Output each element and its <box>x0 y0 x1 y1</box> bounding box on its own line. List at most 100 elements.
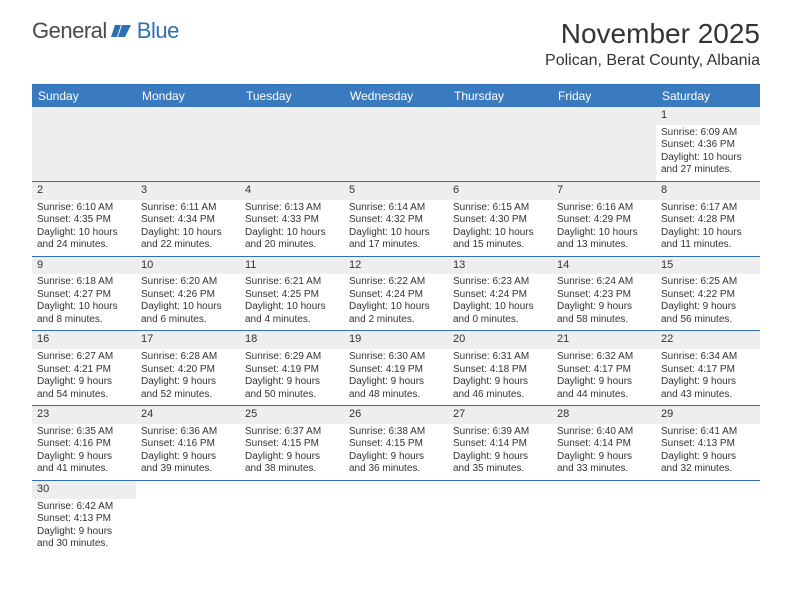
day-number: 18 <box>240 331 344 349</box>
calendar-cell: 27Sunrise: 6:39 AMSunset: 4:14 PMDayligh… <box>448 406 552 480</box>
week-row: 23Sunrise: 6:35 AMSunset: 4:16 PMDayligh… <box>32 406 760 481</box>
day-headers: SundayMondayTuesdayWednesdayThursdayFrid… <box>32 85 760 107</box>
sunset-text: Sunset: 4:19 PM <box>245 364 339 377</box>
daylight-text: and 41 minutes. <box>37 463 131 476</box>
sunset-text: Sunset: 4:14 PM <box>557 438 651 451</box>
calendar-cell <box>656 481 760 555</box>
sunrise-text: Sunrise: 6:16 AM <box>557 202 651 215</box>
day-header: Saturday <box>656 85 760 107</box>
daylight-text: Daylight: 9 hours <box>557 301 651 314</box>
day-number: 2 <box>32 182 136 200</box>
daylight-text: and 17 minutes. <box>349 239 443 252</box>
daylight-text: Daylight: 10 hours <box>141 301 235 314</box>
day-number: 19 <box>344 331 448 349</box>
sunset-text: Sunset: 4:14 PM <box>453 438 547 451</box>
sunset-text: Sunset: 4:13 PM <box>661 438 755 451</box>
sunset-text: Sunset: 4:20 PM <box>141 364 235 377</box>
sunrise-text: Sunrise: 6:28 AM <box>141 351 235 364</box>
daylight-text: Daylight: 9 hours <box>349 451 443 464</box>
calendar-cell: 2Sunrise: 6:10 AMSunset: 4:35 PMDaylight… <box>32 182 136 256</box>
daylight-text: and 38 minutes. <box>245 463 339 476</box>
calendar-cell: 12Sunrise: 6:22 AMSunset: 4:24 PMDayligh… <box>344 257 448 331</box>
calendar-cell: 29Sunrise: 6:41 AMSunset: 4:13 PMDayligh… <box>656 406 760 480</box>
sunrise-text: Sunrise: 6:22 AM <box>349 276 443 289</box>
sunrise-text: Sunrise: 6:11 AM <box>141 202 235 215</box>
day-number: 16 <box>32 331 136 349</box>
calendar-cell: 10Sunrise: 6:20 AMSunset: 4:26 PMDayligh… <box>136 257 240 331</box>
daylight-text: Daylight: 9 hours <box>141 451 235 464</box>
title-block: November 2025 Polican, Berat County, Alb… <box>545 18 760 70</box>
day-number: 25 <box>240 406 344 424</box>
day-number: 24 <box>136 406 240 424</box>
week-row: 2Sunrise: 6:10 AMSunset: 4:35 PMDaylight… <box>32 182 760 257</box>
calendar-cell: 6Sunrise: 6:15 AMSunset: 4:30 PMDaylight… <box>448 182 552 256</box>
calendar-cell: 24Sunrise: 6:36 AMSunset: 4:16 PMDayligh… <box>136 406 240 480</box>
location: Polican, Berat County, Albania <box>545 52 760 70</box>
sunset-text: Sunset: 4:22 PM <box>661 289 755 302</box>
sunset-text: Sunset: 4:26 PM <box>141 289 235 302</box>
sunrise-text: Sunrise: 6:25 AM <box>661 276 755 289</box>
daylight-text: and 8 minutes. <box>37 314 131 327</box>
day-number: 14 <box>552 257 656 275</box>
calendar-cell: 8Sunrise: 6:17 AMSunset: 4:28 PMDaylight… <box>656 182 760 256</box>
day-number: 27 <box>448 406 552 424</box>
daylight-text: and 56 minutes. <box>661 314 755 327</box>
day-number: 10 <box>136 257 240 275</box>
day-number: 1 <box>656 107 760 125</box>
calendar-cell <box>136 107 240 181</box>
week-row: 30Sunrise: 6:42 AMSunset: 4:13 PMDayligh… <box>32 481 760 555</box>
daylight-text: Daylight: 9 hours <box>141 376 235 389</box>
daylight-text: Daylight: 10 hours <box>141 227 235 240</box>
day-number: 9 <box>32 257 136 275</box>
sunrise-text: Sunrise: 6:30 AM <box>349 351 443 364</box>
daylight-text: and 15 minutes. <box>453 239 547 252</box>
daylight-text: and 58 minutes. <box>557 314 651 327</box>
calendar-cell: 7Sunrise: 6:16 AMSunset: 4:29 PMDaylight… <box>552 182 656 256</box>
calendar-cell <box>344 107 448 181</box>
daylight-text: Daylight: 10 hours <box>37 301 131 314</box>
sunrise-text: Sunrise: 6:20 AM <box>141 276 235 289</box>
day-number: 21 <box>552 331 656 349</box>
day-number: 4 <box>240 182 344 200</box>
sunrise-text: Sunrise: 6:23 AM <box>453 276 547 289</box>
daylight-text: and 11 minutes. <box>661 239 755 252</box>
daylight-text: Daylight: 10 hours <box>453 227 547 240</box>
calendar-cell: 20Sunrise: 6:31 AMSunset: 4:18 PMDayligh… <box>448 331 552 405</box>
calendar-cell: 4Sunrise: 6:13 AMSunset: 4:33 PMDaylight… <box>240 182 344 256</box>
daylight-text: and 22 minutes. <box>141 239 235 252</box>
day-number: 26 <box>344 406 448 424</box>
calendar-cell: 9Sunrise: 6:18 AMSunset: 4:27 PMDaylight… <box>32 257 136 331</box>
calendar-cell: 16Sunrise: 6:27 AMSunset: 4:21 PMDayligh… <box>32 331 136 405</box>
daylight-text: Daylight: 10 hours <box>453 301 547 314</box>
day-header: Tuesday <box>240 85 344 107</box>
sunset-text: Sunset: 4:16 PM <box>141 438 235 451</box>
sunrise-text: Sunrise: 6:14 AM <box>349 202 443 215</box>
calendar-cell: 21Sunrise: 6:32 AMSunset: 4:17 PMDayligh… <box>552 331 656 405</box>
daylight-text: Daylight: 9 hours <box>557 376 651 389</box>
month-title: November 2025 <box>545 18 760 50</box>
daylight-text: and 43 minutes. <box>661 389 755 402</box>
day-header: Wednesday <box>344 85 448 107</box>
sunset-text: Sunset: 4:25 PM <box>245 289 339 302</box>
day-number: 8 <box>656 182 760 200</box>
sunset-text: Sunset: 4:21 PM <box>37 364 131 377</box>
day-number: 17 <box>136 331 240 349</box>
daylight-text: and 4 minutes. <box>245 314 339 327</box>
daylight-text: and 46 minutes. <box>453 389 547 402</box>
daylight-text: Daylight: 10 hours <box>557 227 651 240</box>
calendar-cell <box>552 107 656 181</box>
logo: General Blue <box>32 18 179 44</box>
daylight-text: Daylight: 10 hours <box>349 227 443 240</box>
calendar-cell <box>448 481 552 555</box>
daylight-text: and 2 minutes. <box>349 314 443 327</box>
calendar-cell <box>344 481 448 555</box>
calendar-cell: 19Sunrise: 6:30 AMSunset: 4:19 PMDayligh… <box>344 331 448 405</box>
day-number: 15 <box>656 257 760 275</box>
daylight-text: Daylight: 9 hours <box>245 451 339 464</box>
sunrise-text: Sunrise: 6:42 AM <box>37 501 131 514</box>
calendar-cell: 14Sunrise: 6:24 AMSunset: 4:23 PMDayligh… <box>552 257 656 331</box>
sunset-text: Sunset: 4:19 PM <box>349 364 443 377</box>
sunset-text: Sunset: 4:16 PM <box>37 438 131 451</box>
sunset-text: Sunset: 4:36 PM <box>661 139 755 152</box>
sunset-text: Sunset: 4:17 PM <box>557 364 651 377</box>
